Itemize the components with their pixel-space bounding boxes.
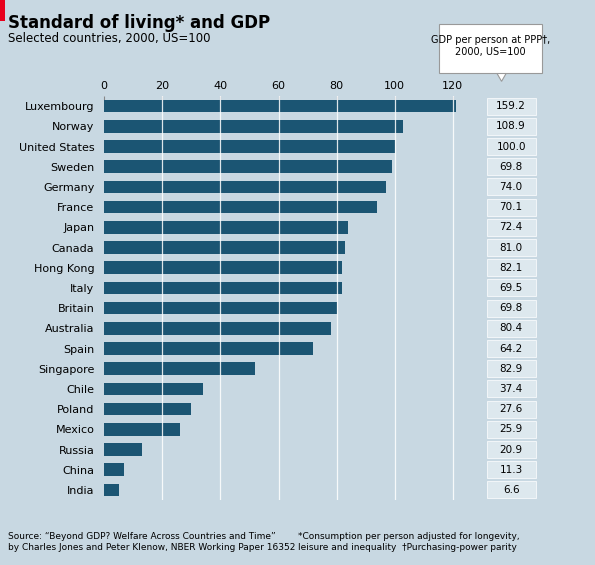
Bar — [104, 181, 386, 193]
Bar — [104, 444, 142, 456]
Bar — [104, 221, 348, 233]
Text: 69.8: 69.8 — [499, 303, 523, 313]
Text: 82.1: 82.1 — [499, 263, 523, 273]
Text: 20.9: 20.9 — [500, 445, 522, 454]
Text: 72.4: 72.4 — [499, 223, 523, 232]
Text: 37.4: 37.4 — [499, 384, 523, 394]
Bar — [104, 342, 314, 355]
Bar — [104, 484, 118, 496]
Bar — [104, 463, 124, 476]
Text: 80.4: 80.4 — [500, 323, 522, 333]
Text: 81.0: 81.0 — [500, 242, 522, 253]
Bar — [104, 262, 343, 274]
Bar — [104, 423, 180, 436]
Text: *Consumption per person adjusted for longevity,
leisure and inequality  †Purchas: *Consumption per person adjusted for lon… — [298, 532, 519, 551]
Text: 74.0: 74.0 — [500, 182, 522, 192]
Bar — [104, 302, 337, 314]
Bar — [104, 160, 392, 173]
Bar — [104, 383, 203, 395]
Text: Selected countries, 2000, US=100: Selected countries, 2000, US=100 — [8, 32, 210, 45]
Text: 100.0: 100.0 — [496, 142, 526, 151]
Text: 69.5: 69.5 — [499, 283, 523, 293]
Bar — [104, 100, 456, 112]
Bar — [104, 403, 192, 415]
Text: Standard of living* and GDP: Standard of living* and GDP — [8, 14, 270, 32]
Bar — [104, 120, 403, 133]
Bar — [104, 241, 345, 254]
Bar — [104, 322, 331, 334]
Bar — [104, 201, 377, 214]
Text: 159.2: 159.2 — [496, 101, 526, 111]
Text: 64.2: 64.2 — [499, 344, 523, 354]
Text: 70.1: 70.1 — [500, 202, 522, 212]
Text: 11.3: 11.3 — [499, 465, 523, 475]
Text: 27.6: 27.6 — [499, 404, 523, 414]
Text: 82.9: 82.9 — [499, 364, 523, 373]
Bar — [104, 282, 343, 294]
Text: 108.9: 108.9 — [496, 121, 526, 131]
Text: Source: “Beyond GDP? Welfare Across Countries and Time”
by Charles Jones and Pet: Source: “Beyond GDP? Welfare Across Coun… — [8, 532, 295, 551]
Text: GDP per person at PPP†,
2000, US=100: GDP per person at PPP†, 2000, US=100 — [431, 36, 550, 57]
Text: 25.9: 25.9 — [499, 424, 523, 434]
Text: 69.8: 69.8 — [499, 162, 523, 172]
Bar — [104, 140, 394, 153]
Bar — [104, 363, 255, 375]
Text: 6.6: 6.6 — [503, 485, 519, 495]
